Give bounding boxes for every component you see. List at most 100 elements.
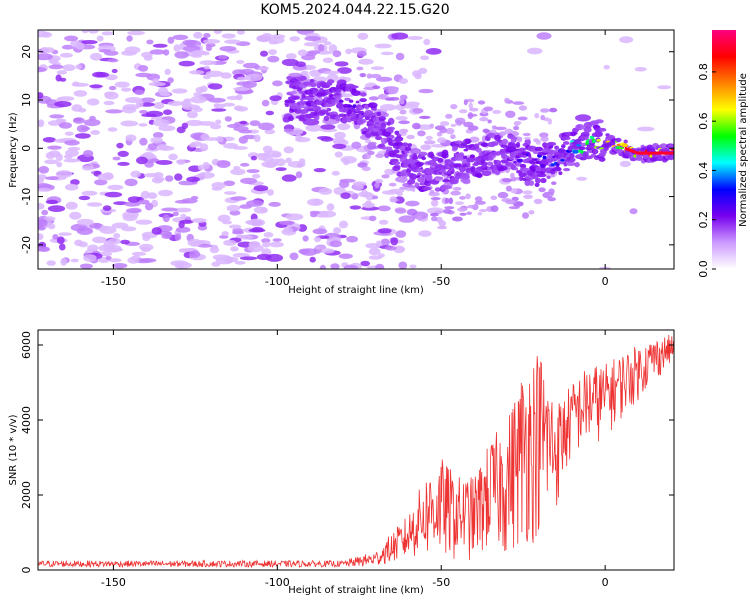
ridge-blob — [375, 136, 383, 141]
noise-blob — [340, 192, 351, 199]
noise-blob — [278, 220, 296, 225]
noise-blob — [425, 135, 433, 141]
noise-blob — [468, 102, 473, 110]
noise-blob — [83, 150, 94, 158]
noise-blob — [172, 34, 189, 40]
ridge-blob — [291, 95, 300, 100]
x-tick-label: -100 — [265, 275, 290, 288]
ridge-blob — [659, 143, 668, 149]
ridge-blob — [437, 157, 444, 163]
noise-blob — [76, 227, 93, 235]
ridge-blob — [323, 103, 334, 107]
noise-blob — [158, 189, 173, 197]
ridge-blob — [284, 103, 290, 108]
noise-blob — [38, 233, 44, 241]
ridge-blob — [312, 111, 319, 117]
ridge-blob — [486, 132, 496, 138]
noise-blob — [248, 228, 266, 233]
noise-blob — [188, 143, 197, 148]
noise-blob — [399, 186, 408, 190]
noise-blob — [138, 199, 150, 205]
noise-blob — [510, 188, 518, 194]
ridge-blob — [441, 149, 449, 156]
ridge-blob — [570, 131, 578, 135]
noise-blob — [174, 51, 189, 59]
noise-blob — [108, 258, 122, 263]
ridge-blob — [319, 87, 324, 93]
noise-blob — [164, 68, 171, 75]
noise-blob — [412, 122, 421, 130]
ridge-core — [572, 149, 579, 154]
ridge-core — [513, 161, 517, 164]
noise-blob — [176, 159, 186, 165]
noise-blob — [80, 126, 91, 131]
noise-blob — [242, 134, 257, 140]
noise-blob — [159, 91, 171, 97]
noise-blob — [430, 197, 441, 201]
noise-blob — [343, 264, 358, 269]
noise-blob — [65, 201, 78, 210]
noise-blob — [431, 216, 438, 222]
ridge-blob — [425, 174, 433, 181]
ridge-blob — [583, 155, 593, 160]
ridge-blob — [558, 171, 563, 176]
ridge-core — [416, 162, 423, 167]
noise-blob — [234, 260, 246, 265]
noise-blob — [79, 263, 93, 269]
noise-blob — [230, 168, 246, 176]
snr-panel: -150 -100 -50 0 0 2000 4000 6000 Height of str… — [8, 329, 675, 596]
noise-blob — [285, 53, 297, 60]
noise-blob — [193, 92, 203, 97]
noise-blob — [56, 236, 65, 244]
colorbar-tick-label: 0.0 — [697, 260, 710, 278]
noise-blob — [216, 160, 231, 169]
noise-blob — [238, 129, 252, 134]
noise-blob — [223, 239, 237, 246]
noise-blob — [124, 178, 138, 187]
ridge-blob — [336, 102, 345, 109]
noise-blob — [81, 40, 98, 45]
ridge-core — [448, 167, 454, 172]
noise-blob — [535, 139, 541, 145]
noise-blob — [285, 157, 293, 164]
ridge-blob — [419, 151, 428, 157]
noise-blob — [368, 96, 379, 101]
noise-blob — [329, 240, 343, 248]
noise-blob — [395, 116, 408, 121]
noise-blob — [218, 55, 228, 60]
ridge-blob — [439, 169, 447, 174]
noise-blob — [315, 50, 333, 55]
noise-blob — [72, 117, 85, 124]
ridge-blob — [454, 140, 464, 145]
ridge-blob — [580, 131, 590, 137]
noise-blob — [400, 109, 407, 114]
ridge-blob — [582, 151, 589, 157]
noise-blob — [430, 212, 439, 217]
ridge-blob — [378, 116, 386, 121]
noise-blob — [281, 58, 299, 67]
noise-blob — [406, 134, 415, 140]
noise-blob — [120, 120, 139, 127]
ridge-core — [444, 177, 449, 180]
y-tick-label: 4000 — [20, 406, 33, 434]
noise-blob — [547, 197, 556, 202]
noise-blob — [399, 98, 405, 105]
noise-blob — [104, 91, 119, 100]
noise-blob — [105, 255, 112, 260]
noise-blob — [151, 176, 164, 184]
noise-blob — [312, 228, 328, 235]
ridge-blob — [468, 156, 476, 163]
noise-blob — [269, 95, 282, 102]
noise-blob — [458, 109, 468, 114]
noise-blob — [48, 64, 64, 70]
noise-blob — [161, 207, 178, 212]
noise-blob — [368, 247, 381, 256]
noise-blob — [135, 72, 152, 78]
noise-blob — [142, 234, 151, 242]
noise-blob — [459, 196, 466, 200]
noise-blob — [181, 122, 189, 129]
noise-blob — [455, 201, 464, 206]
ridge-blob — [465, 138, 471, 145]
noise-blob — [505, 185, 512, 192]
noise-blob — [236, 60, 245, 64]
